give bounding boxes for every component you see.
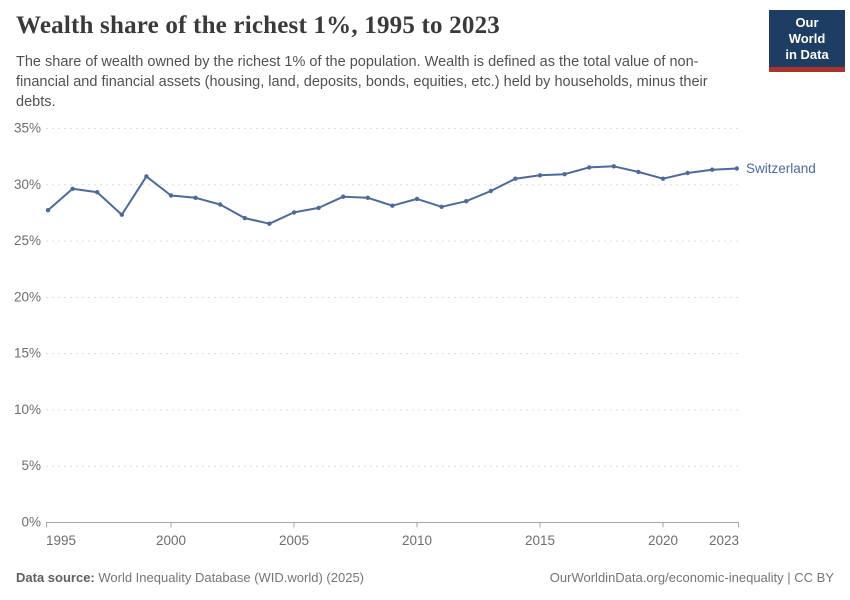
series-line-switzerland <box>47 165 738 225</box>
y-axis-tick-label: 15% <box>14 346 41 361</box>
y-axis-tick-label: 25% <box>14 233 41 248</box>
series-end-label: Switzerland <box>746 161 816 176</box>
chart-footer: Data source: World Inequality Database (… <box>16 570 834 585</box>
data-source-label: Data source: <box>16 570 95 585</box>
data-point-marker <box>488 188 493 194</box>
data-point-marker <box>464 199 469 204</box>
data-point-marker <box>734 166 739 171</box>
y-axis-tick-label: 30% <box>14 177 41 192</box>
data-point-marker <box>660 176 666 181</box>
x-axis-tick-label: 1995 <box>46 533 76 548</box>
y-axis-tick-label: 5% <box>21 458 41 473</box>
x-axis-tick-label: 2020 <box>648 533 678 548</box>
data-point-marker <box>537 173 543 178</box>
data-point-marker <box>390 203 395 208</box>
data-point-marker <box>710 167 715 172</box>
footer-attribution: OurWorldinData.org/economic-inequality |… <box>549 570 834 585</box>
data-point-marker <box>611 164 616 169</box>
data-source-value: World Inequality Database (WID.world) (2… <box>94 570 365 585</box>
data-point-marker <box>218 202 223 207</box>
data-point-marker <box>341 194 346 199</box>
data-point-marker <box>193 195 198 200</box>
logo-text-line2: in Data <box>785 47 829 62</box>
owid-logo[interactable]: Our World in Data <box>769 10 845 72</box>
data-point-marker <box>168 193 174 198</box>
data-point-marker <box>414 196 420 202</box>
x-axis-tick-label: 2005 <box>279 533 309 548</box>
data-point-marker <box>70 186 75 191</box>
x-axis-tick-label: 2000 <box>156 533 186 548</box>
page-title: Wealth share of the richest 1%, 1995 to … <box>16 12 500 39</box>
data-point-marker <box>562 172 567 177</box>
y-axis-tick-label: 0% <box>21 515 41 530</box>
data-point-marker <box>119 212 125 217</box>
data-point-marker <box>685 170 690 176</box>
y-axis-tick-label: 35% <box>14 121 41 136</box>
data-point-marker <box>95 190 100 195</box>
data-point-marker <box>45 208 51 213</box>
data-point-marker <box>365 195 370 200</box>
y-axis-tick-label: 20% <box>14 289 41 304</box>
data-point-marker <box>144 174 149 179</box>
data-point-marker <box>439 204 444 209</box>
data-point-marker <box>267 221 272 226</box>
x-axis-tick-label: 2010 <box>402 533 432 548</box>
data-point-marker <box>587 165 592 170</box>
chart-subtitle: The share of wealth owned by the richest… <box>16 54 708 110</box>
data-point-marker <box>316 205 321 211</box>
data-source-note: Data source: World Inequality Database (… <box>16 570 364 585</box>
data-point-marker <box>242 215 247 221</box>
data-point-marker <box>291 210 297 215</box>
x-axis-tick-label: 2015 <box>525 533 555 548</box>
data-point-marker <box>636 169 641 175</box>
y-axis-tick-label: 10% <box>14 402 41 417</box>
x-axis-tick-label: 2023 <box>709 533 739 548</box>
logo-text-line1: Our World <box>788 15 826 46</box>
data-point-marker <box>513 176 518 181</box>
